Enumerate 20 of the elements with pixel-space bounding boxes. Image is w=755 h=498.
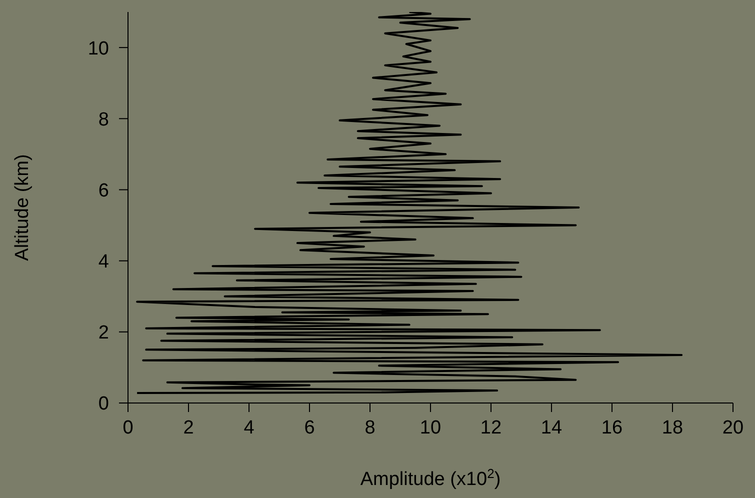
y-tick-label: 4 — [98, 252, 110, 273]
x-axis-title: Amplitude (x10$^{2}$) — [360, 466, 501, 490]
x-tick-label: 10 — [420, 417, 442, 438]
x-tick-label: 2 — [183, 417, 194, 438]
y-tick-label: 8 — [98, 109, 109, 130]
x-tick-label: 14 — [540, 417, 562, 438]
y-tick-label: 10 — [88, 38, 109, 60]
x-tick-label: 18 — [662, 417, 684, 438]
y-tick-label: 6 — [98, 180, 109, 202]
x-tick-label: 6 — [304, 417, 315, 438]
x-tick-label: 20 — [722, 417, 744, 438]
y-tick-label: 2 — [98, 322, 109, 344]
line-series — [136, 12, 683, 394]
x-tick-label: 12 — [480, 417, 502, 438]
y-tick-label: 0 — [98, 394, 109, 415]
x-tick-label: 4 — [244, 417, 255, 438]
x-tick-label: 16 — [601, 417, 623, 438]
x-tick-label: 8 — [364, 417, 376, 438]
y-axis-title: Altitude (km) — [12, 154, 33, 261]
x-tick-label: 0 — [122, 417, 134, 438]
